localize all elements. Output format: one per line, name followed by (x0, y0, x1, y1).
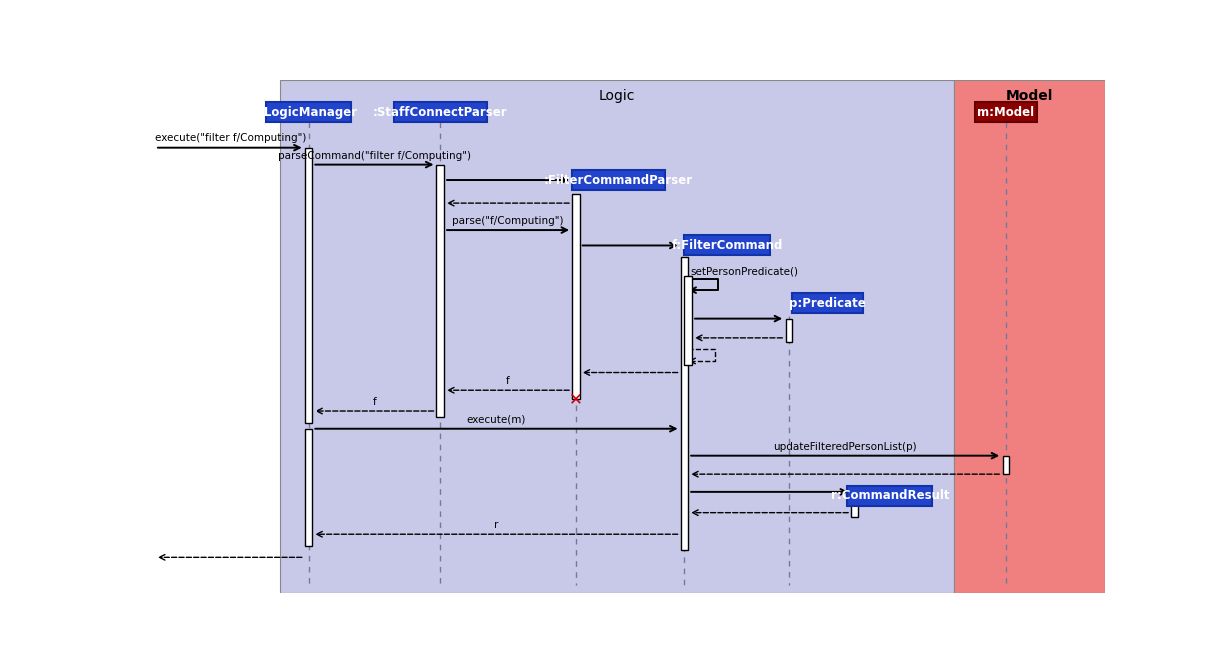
FancyBboxPatch shape (1002, 456, 1009, 474)
Text: f:FilterCommand: f:FilterCommand (672, 239, 782, 252)
Text: ✕: ✕ (569, 390, 583, 408)
Text: Model: Model (1006, 89, 1054, 103)
FancyBboxPatch shape (680, 257, 688, 549)
FancyBboxPatch shape (684, 236, 770, 256)
Text: r: r (494, 520, 499, 530)
FancyBboxPatch shape (305, 148, 312, 422)
FancyBboxPatch shape (975, 103, 1036, 123)
Text: f: f (372, 397, 376, 407)
Text: :StaffConnectParser: :StaffConnectParser (373, 106, 507, 119)
FancyBboxPatch shape (305, 429, 312, 545)
Text: parseCommand("filter f/Computing"): parseCommand("filter f/Computing") (278, 151, 470, 161)
Text: :FilterCommandParser: :FilterCommandParser (544, 174, 693, 186)
Bar (154, 80, 280, 593)
FancyBboxPatch shape (436, 165, 445, 417)
FancyBboxPatch shape (792, 293, 863, 313)
Text: parse("f/Computing"): parse("f/Computing") (452, 216, 564, 226)
Text: :LogicManager: :LogicManager (259, 106, 357, 119)
FancyBboxPatch shape (786, 318, 792, 342)
FancyBboxPatch shape (847, 486, 932, 505)
Bar (954, 80, 1105, 593)
Text: p:Predicate: p:Predicate (790, 297, 866, 310)
Text: setPersonPredicate(): setPersonPredicate() (690, 266, 798, 276)
Bar (280, 80, 954, 593)
Text: Logic: Logic (599, 89, 635, 103)
FancyBboxPatch shape (572, 194, 580, 400)
Text: execute(m): execute(m) (467, 415, 526, 425)
Text: m:Model: m:Model (977, 106, 1034, 119)
FancyBboxPatch shape (851, 500, 858, 517)
Text: execute("filter f/Computing"): execute("filter f/Computing") (155, 133, 307, 143)
FancyBboxPatch shape (394, 103, 486, 123)
Text: updateFilteredPersonList(p): updateFilteredPersonList(p) (774, 442, 917, 452)
Text: f: f (506, 376, 510, 386)
FancyBboxPatch shape (684, 276, 693, 365)
FancyBboxPatch shape (266, 103, 351, 123)
FancyBboxPatch shape (572, 170, 666, 190)
Text: r:CommandResult: r:CommandResult (830, 490, 949, 502)
